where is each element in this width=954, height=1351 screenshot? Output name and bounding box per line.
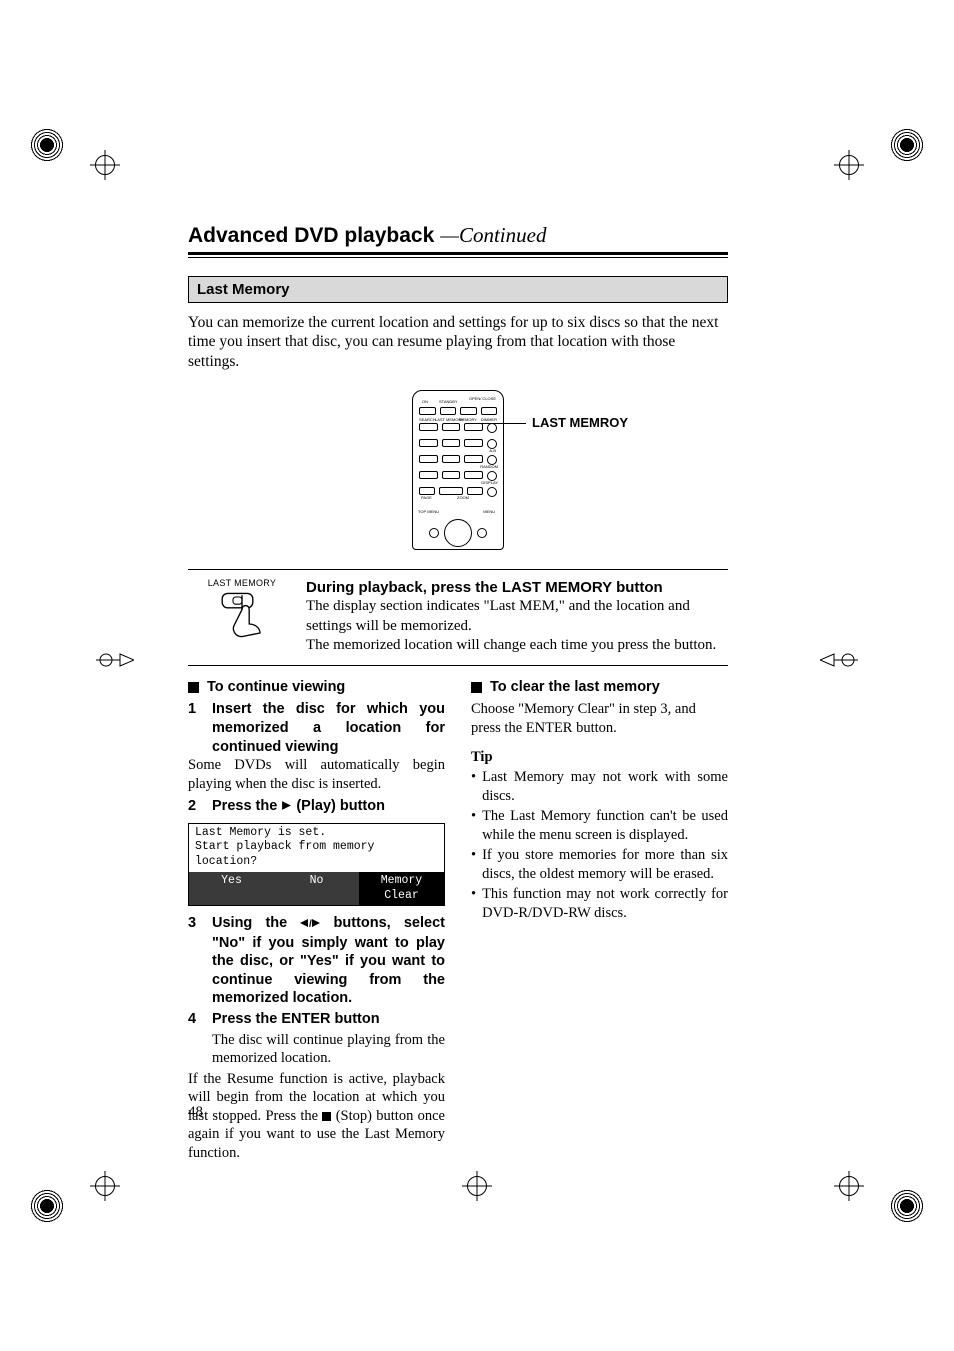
step-text: Insert the disc for which you memorized … bbox=[212, 700, 445, 756]
subheading-clear: To clear the last memory bbox=[471, 678, 728, 697]
right-column: To clear the last memory Choose "Memory … bbox=[471, 678, 728, 1163]
play-icon bbox=[281, 798, 292, 817]
step-number: 1 bbox=[188, 700, 202, 756]
remote-label: SEARCH bbox=[419, 417, 436, 422]
body-text: Choose "Memory Clear" in step 3, and pre… bbox=[471, 700, 728, 737]
remote-illustration: ON STANDBY OPEN/ CLOSE SEARCH LAST MEMOR… bbox=[188, 385, 728, 555]
remote-label: A-B bbox=[489, 448, 496, 453]
square-bullet-icon bbox=[471, 682, 482, 693]
step-number: 2 bbox=[188, 797, 202, 817]
osd-dialog: Last Memory is set. Start playback from … bbox=[188, 823, 445, 907]
step-number: 3 bbox=[188, 914, 202, 1008]
heading-rule bbox=[188, 252, 728, 255]
left-right-icon: / bbox=[300, 915, 320, 934]
body-text: Some DVDs will automatically begin playi… bbox=[188, 756, 445, 793]
section-title-bar: Last Memory bbox=[188, 276, 728, 303]
subheading-continue: To continue viewing bbox=[188, 678, 445, 697]
page-content: Advanced DVD playback —Continued Last Me… bbox=[188, 223, 728, 1162]
step-lead: During playback, press the LAST MEMORY b… bbox=[306, 578, 728, 597]
svg-text:/: / bbox=[309, 919, 312, 928]
remote-label: OPEN/ CLOSE bbox=[469, 397, 496, 401]
remote-label: STANDBY bbox=[439, 399, 458, 404]
intro-paragraph: You can memorize the current location an… bbox=[188, 313, 728, 371]
remote-label: ZOOM bbox=[457, 495, 469, 500]
osd-line: Last Memory is set. bbox=[189, 824, 444, 841]
osd-option-clear: Memory Clear bbox=[359, 872, 444, 905]
crosshair-mark bbox=[834, 150, 864, 180]
press-button-icon bbox=[188, 588, 296, 647]
step-icon-label: LAST MEMORY bbox=[188, 578, 296, 588]
heading-continued: —Continued bbox=[440, 223, 546, 248]
remote-control-icon: ON STANDBY OPEN/ CLOSE SEARCH LAST MEMOR… bbox=[412, 390, 504, 550]
registration-mark bbox=[30, 1189, 64, 1223]
step-number: 4 bbox=[188, 1010, 202, 1029]
remote-label: TOP MENU bbox=[418, 509, 439, 514]
tip-item: The Last Memory function can't be used w… bbox=[482, 807, 728, 844]
remote-label: ON bbox=[422, 399, 428, 404]
remote-label: DISPLAY bbox=[481, 480, 498, 485]
body-text: If the Resume function is active, playba… bbox=[188, 1070, 445, 1163]
subheading-text: To continue viewing bbox=[207, 678, 345, 697]
heading-rule-thin bbox=[188, 257, 728, 258]
callout-leader bbox=[472, 423, 526, 424]
tip-item: This function may not work correctly for… bbox=[482, 885, 728, 922]
remote-label: DIMMER bbox=[481, 417, 497, 422]
step-text: The memorized location will change each … bbox=[306, 636, 728, 655]
crosshair-mark bbox=[90, 150, 120, 180]
step-text: Press the ENTER button bbox=[212, 1010, 445, 1029]
remote-label: RANDOM bbox=[480, 464, 498, 469]
step-text: Using the / buttons, select "No" if you … bbox=[212, 914, 445, 1008]
tip-item: If you store memories for more than six … bbox=[482, 846, 728, 883]
registration-mark bbox=[890, 1189, 924, 1223]
edge-arrow-icon bbox=[820, 650, 858, 670]
registration-mark bbox=[890, 128, 924, 162]
registration-mark bbox=[30, 128, 64, 162]
crosshair-mark bbox=[834, 1171, 864, 1201]
left-column: To continue viewing 1Insert the disc for… bbox=[188, 678, 445, 1163]
step-separator bbox=[188, 665, 728, 666]
square-bullet-icon bbox=[188, 682, 199, 693]
remote-label: PAGE bbox=[421, 495, 432, 500]
edge-arrow-icon bbox=[96, 650, 134, 670]
tip-item: Last Memory may not work with some discs… bbox=[482, 768, 728, 805]
instruction-step: LAST MEMORY During playback, press the L… bbox=[188, 569, 728, 666]
page-number: 48 bbox=[188, 1104, 203, 1121]
page-heading: Advanced DVD playback —Continued bbox=[188, 223, 728, 248]
heading-main: Advanced DVD playback bbox=[188, 224, 434, 248]
osd-option-no: No bbox=[274, 872, 359, 905]
crosshair-mark bbox=[90, 1171, 120, 1201]
step-text: The display section indicates "Last MEM,… bbox=[306, 597, 728, 635]
osd-line: Start playback from memory location? bbox=[189, 840, 444, 871]
tip-heading: Tip bbox=[471, 748, 728, 767]
body-text: The disc will continue playing from the … bbox=[212, 1031, 445, 1068]
crosshair-mark bbox=[462, 1171, 492, 1201]
osd-option-yes: Yes bbox=[189, 872, 274, 905]
tip-list: Last Memory may not work with some discs… bbox=[471, 768, 728, 922]
callout-label: LAST MEMROY bbox=[532, 415, 628, 430]
remote-label: MEMORY bbox=[459, 417, 477, 422]
step-text: Press the (Play) button bbox=[212, 797, 445, 817]
subheading-text: To clear the last memory bbox=[490, 678, 660, 697]
remote-label: MENU bbox=[483, 509, 495, 514]
